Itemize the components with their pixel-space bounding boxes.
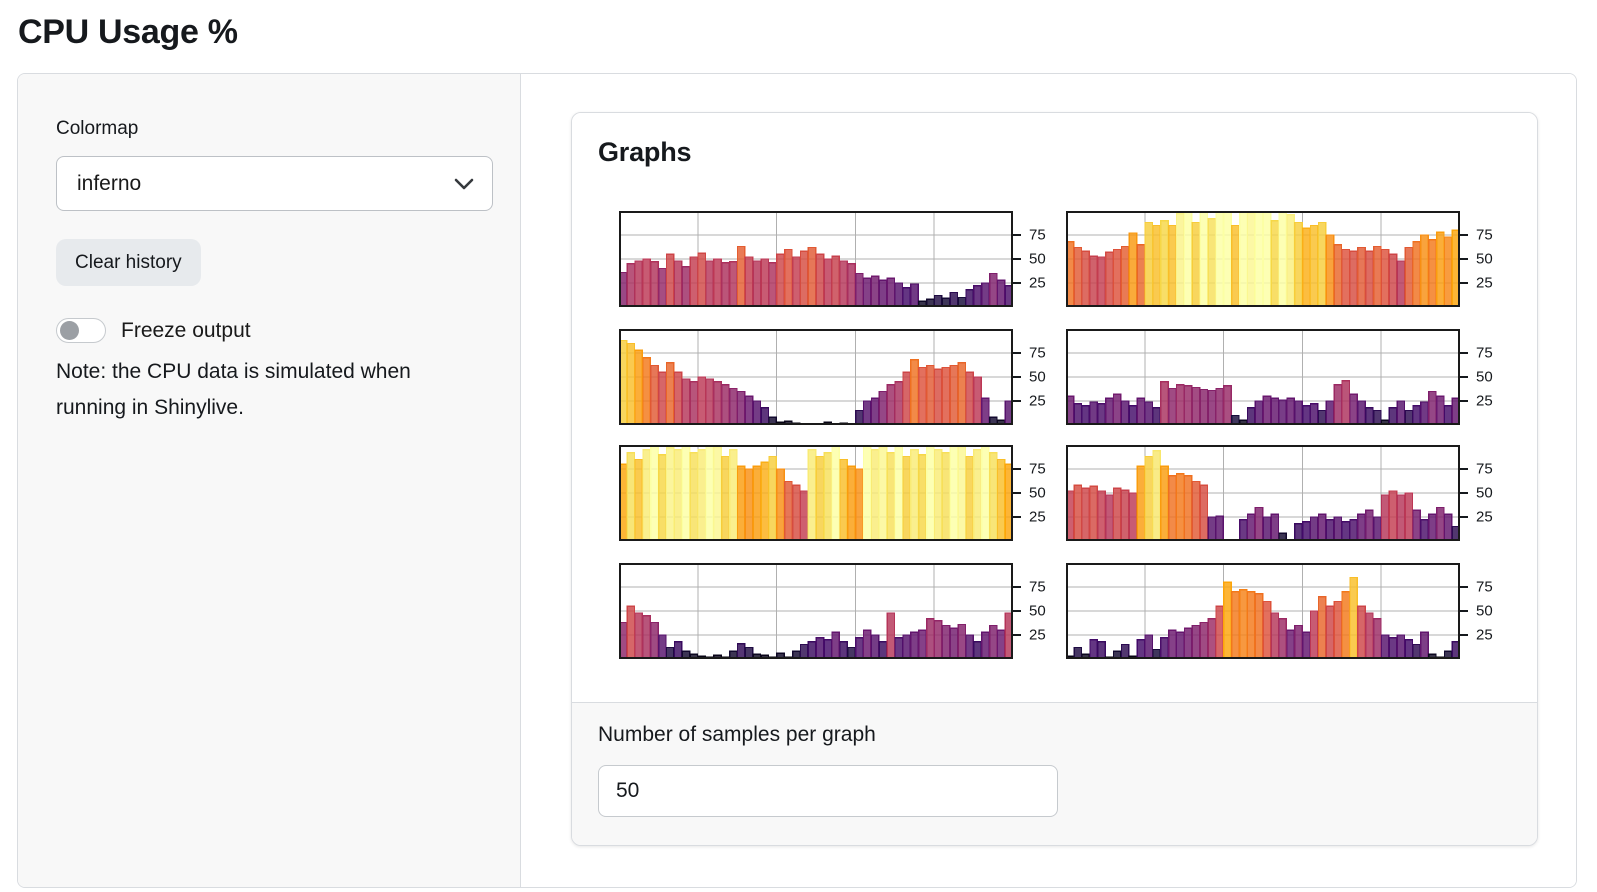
y-tick-mark [1013, 258, 1021, 260]
freeze-toggle-label: Freeze output [121, 318, 251, 342]
graphs-card-body: Graphs 25 50 75 25 50 75 25 50 75 25 50 75 25 50 75 25 5… [572, 113, 1537, 702]
y-tick-label: 25 [1476, 508, 1493, 526]
chevron-down-icon [454, 172, 474, 196]
y-tick-label: 50 [1029, 368, 1046, 386]
freeze-toggle[interactable] [56, 318, 106, 343]
y-tick-mark [1013, 586, 1021, 588]
y-tick-mark [1460, 516, 1468, 518]
y-tick-mark [1460, 234, 1468, 236]
y-tick-mark [1460, 610, 1468, 612]
y-tick-mark [1460, 352, 1468, 354]
y-tick-mark [1460, 468, 1468, 470]
colormap-selected-value: inferno [77, 171, 142, 195]
samples-footer: Number of samples per graph [572, 702, 1537, 845]
y-tick-mark [1013, 376, 1021, 378]
y-tick-mark [1460, 282, 1468, 284]
y-tick-label: 50 [1476, 484, 1493, 502]
y-tick-mark [1460, 634, 1468, 636]
graphs-card: Graphs 25 50 75 25 50 75 25 50 75 25 50 75 25 50 75 25 5… [571, 112, 1538, 846]
graphs-card-title: Graphs [598, 137, 692, 167]
y-tick-mark [1013, 492, 1021, 494]
y-tick-mark [1013, 516, 1021, 518]
y-tick-mark [1460, 492, 1468, 494]
y-tick-mark [1013, 400, 1021, 402]
y-tick-label: 50 [1029, 602, 1046, 620]
sidebar: Colormap inferno Clear history Freeze ou… [18, 74, 521, 887]
y-tick-mark [1460, 400, 1468, 402]
clear-history-button[interactable]: Clear history [56, 239, 201, 286]
page-title: CPU Usage % [18, 13, 238, 51]
y-tick-label: 25 [1476, 392, 1493, 410]
main-panel: Graphs 25 50 75 25 50 75 25 50 75 25 50 75 25 50 75 25 5… [521, 74, 1576, 887]
y-tick-label: 75 [1029, 226, 1046, 244]
y-tick-label: 50 [1476, 368, 1493, 386]
samples-input[interactable] [598, 765, 1058, 817]
y-tick-label: 25 [1029, 508, 1046, 526]
y-tick-label: 75 [1476, 226, 1493, 244]
y-tick-mark [1460, 258, 1468, 260]
y-tick-label: 75 [1476, 344, 1493, 362]
cpu-graph-4: 25 50 75 [1065, 329, 1493, 426]
y-tick-label: 75 [1029, 344, 1046, 362]
y-tick-mark [1460, 586, 1468, 588]
cpu-graph-8: 25 50 75 [1065, 563, 1493, 660]
y-tick-label: 75 [1029, 460, 1046, 478]
y-tick-label: 25 [1029, 274, 1046, 292]
y-tick-mark [1013, 282, 1021, 284]
y-tick-mark [1460, 376, 1468, 378]
y-tick-label: 25 [1029, 392, 1046, 410]
y-tick-label: 25 [1029, 626, 1046, 644]
y-tick-mark [1013, 352, 1021, 354]
samples-label: Number of samples per graph [598, 723, 876, 746]
toggle-knob [60, 321, 79, 340]
y-tick-label: 75 [1476, 460, 1493, 478]
y-tick-label: 50 [1029, 484, 1046, 502]
y-tick-label: 25 [1476, 626, 1493, 644]
y-tick-mark [1013, 468, 1021, 470]
colormap-label: Colormap [56, 118, 139, 139]
y-tick-label: 25 [1476, 274, 1493, 292]
y-tick-label: 75 [1476, 578, 1493, 596]
cpu-graph-5: 25 50 75 [618, 444, 1046, 542]
cpu-graph-6: 25 50 75 [1065, 445, 1493, 542]
note-text: Note: the CPU data is simulated when run… [56, 360, 411, 419]
cpu-graph-2: 25 50 75 [1065, 210, 1493, 308]
freeze-output-row: Freeze output [56, 318, 482, 343]
y-tick-mark [1013, 634, 1021, 636]
y-tick-label: 50 [1029, 250, 1046, 268]
app-frame: Colormap inferno Clear history Freeze ou… [17, 73, 1577, 888]
cpu-graph-3: 25 50 75 [618, 329, 1046, 426]
y-tick-mark [1013, 234, 1021, 236]
y-tick-label: 75 [1029, 578, 1046, 596]
colormap-select[interactable]: inferno [56, 156, 493, 211]
cpu-graph-1: 25 50 75 [618, 211, 1046, 308]
y-tick-mark [1013, 610, 1021, 612]
y-tick-label: 50 [1476, 250, 1493, 268]
y-tick-label: 50 [1476, 602, 1493, 620]
cpu-graph-7: 25 50 75 [618, 563, 1046, 660]
